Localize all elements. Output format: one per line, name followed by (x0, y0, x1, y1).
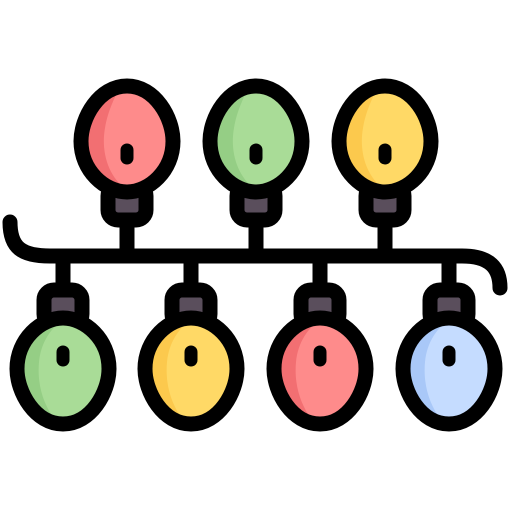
blue-bulb-icon (395, 248, 503, 432)
bulb-outline (266, 310, 374, 432)
bulb-outline (331, 78, 439, 200)
bulb-shade (151, 320, 191, 420)
bulb-shade (280, 320, 320, 420)
red-bulb-icon (266, 248, 374, 432)
yellow-bulb-icon (331, 78, 439, 264)
wire (2, 214, 508, 296)
bulb-outline (202, 78, 310, 200)
green-bulb-icon (202, 78, 310, 264)
yellow-bulb-icon (137, 248, 245, 432)
bulb-outline (73, 78, 181, 200)
bulb-outline (137, 310, 245, 432)
green-bulb-icon (9, 248, 117, 432)
bulb-outline (395, 310, 503, 432)
bulb-shade (86, 92, 127, 190)
bulb-shade (344, 92, 385, 190)
bulb-outline (9, 310, 117, 432)
bulb-shade (409, 320, 449, 420)
bulb-shade (215, 92, 256, 190)
bulb-shade (23, 320, 63, 420)
red-bulb-icon (73, 78, 181, 264)
